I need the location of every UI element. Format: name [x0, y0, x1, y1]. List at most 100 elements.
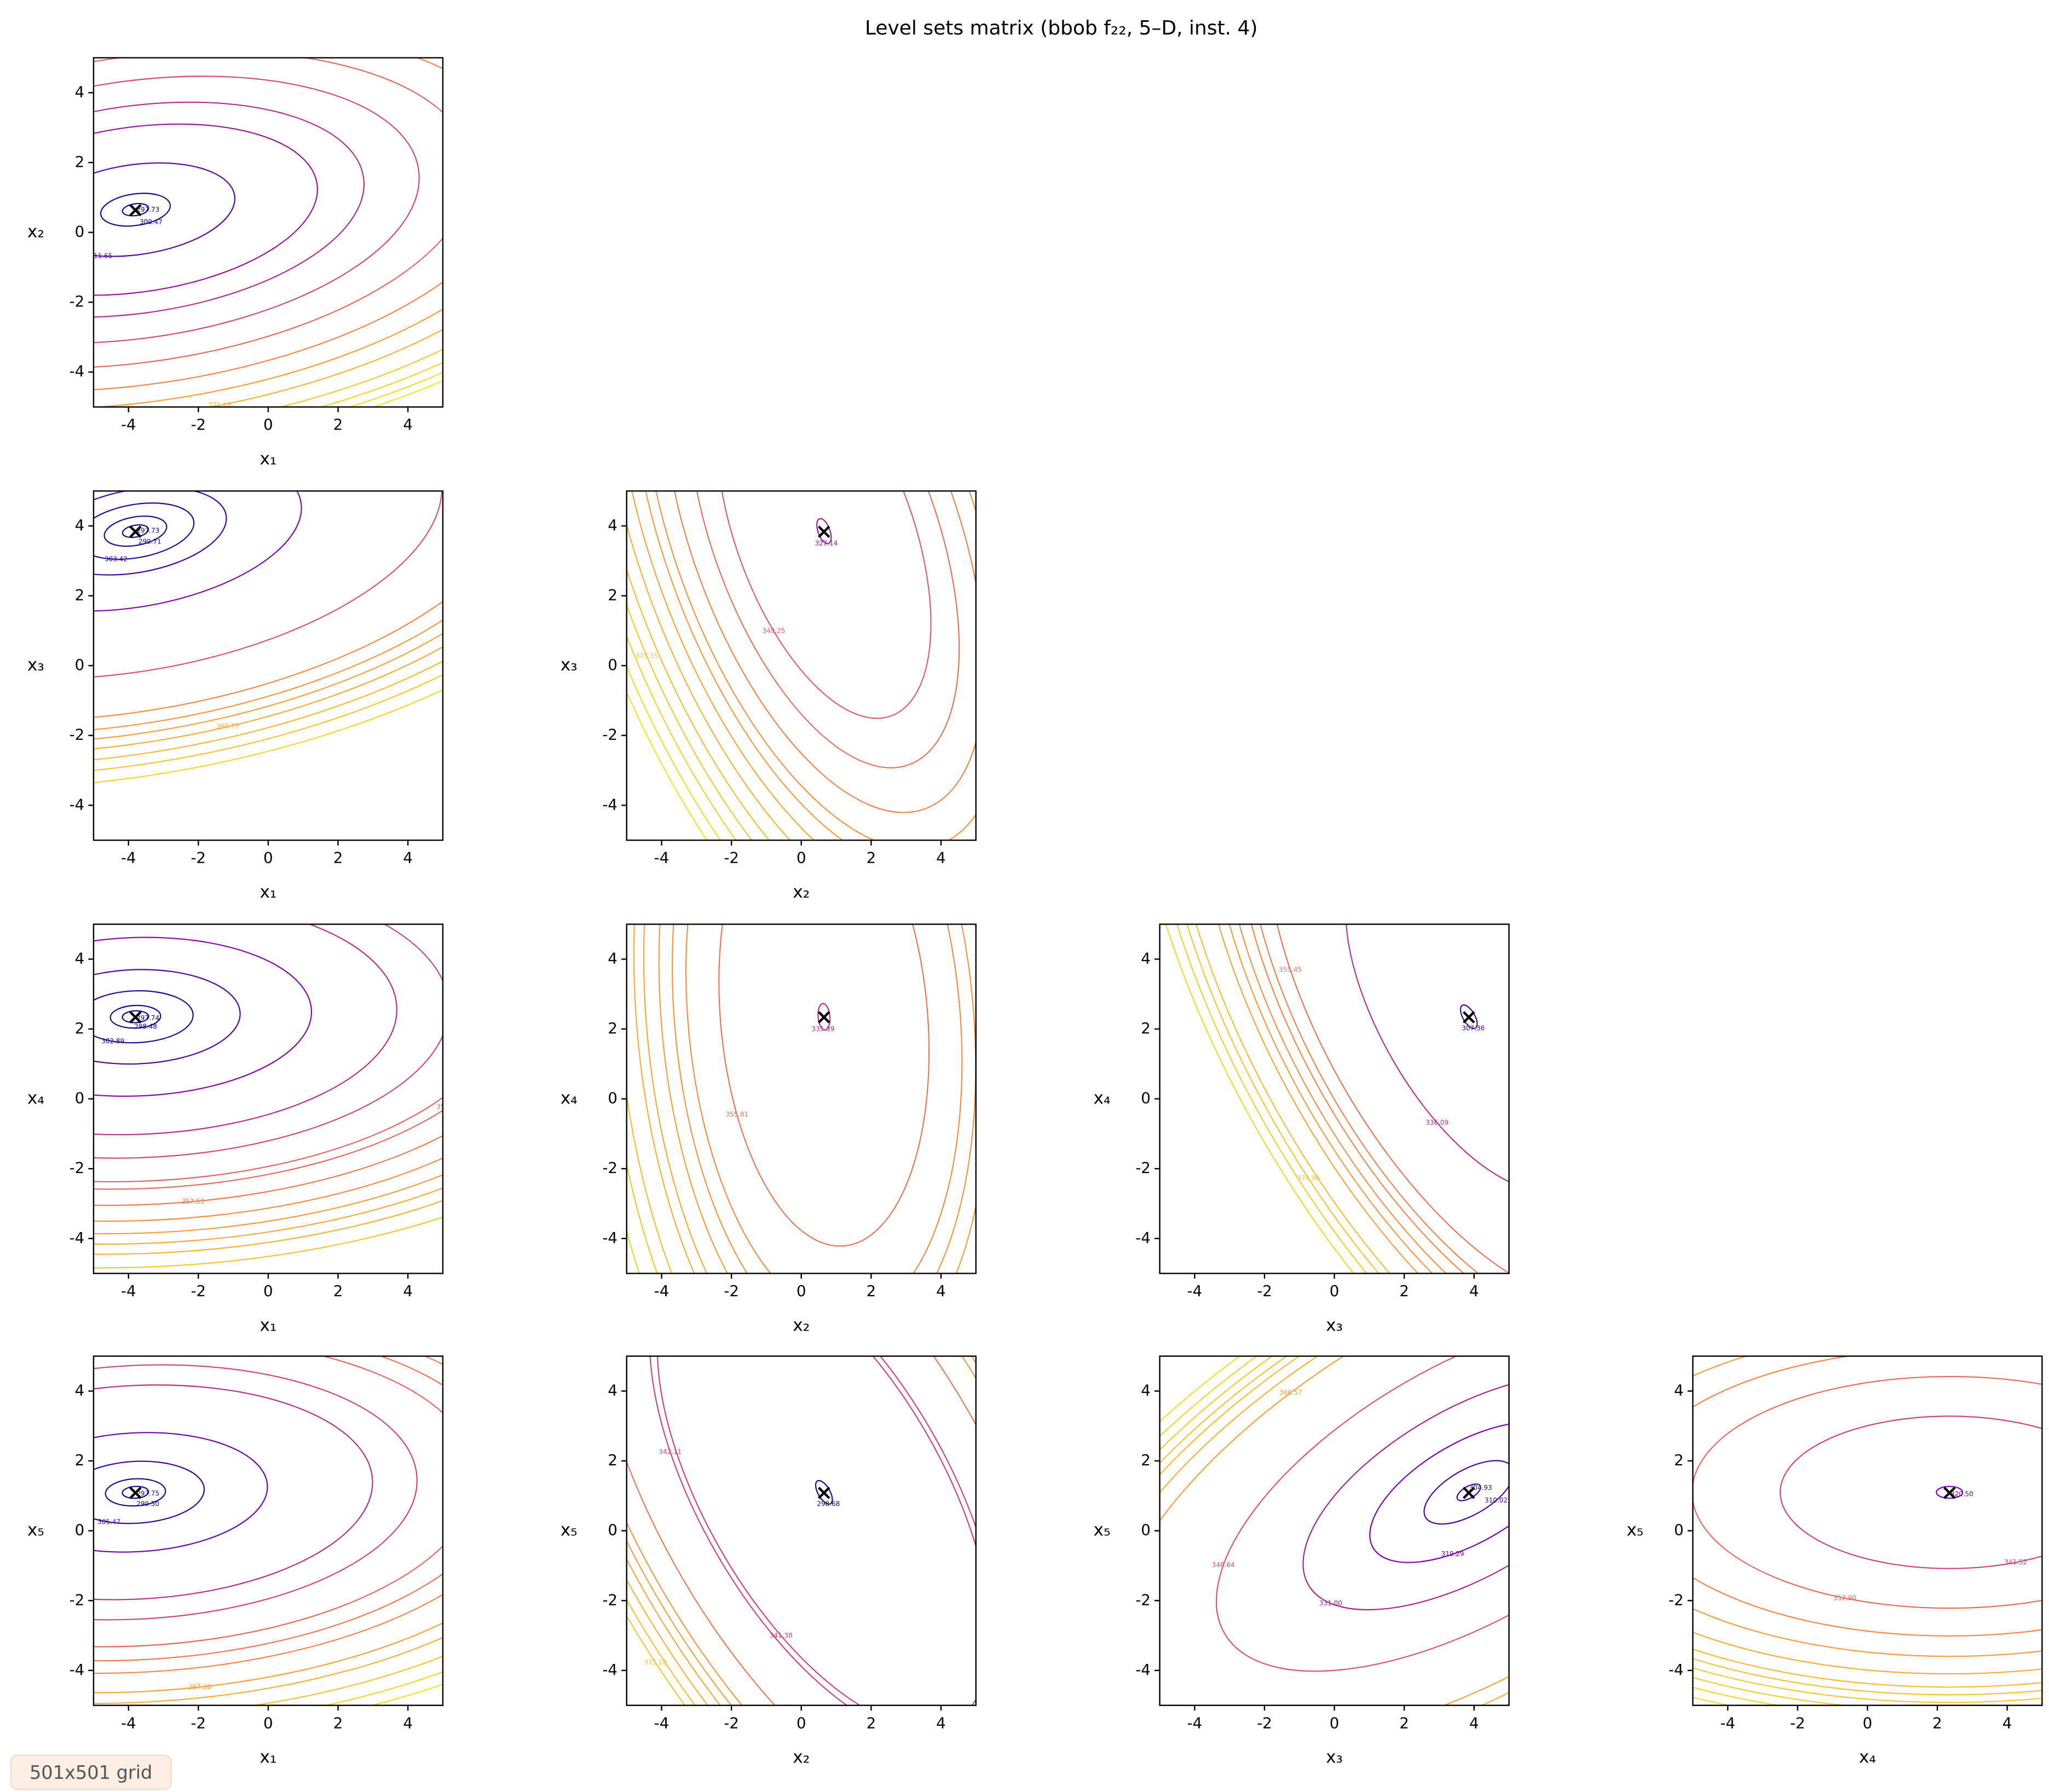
x-tick-label: -4: [1720, 1714, 1735, 1732]
contour: [626, 1356, 976, 1706]
y-tick-label: -4: [70, 1661, 84, 1679]
y-tick-label: 2: [608, 1451, 617, 1469]
y-tick-label: -2: [1135, 1159, 1151, 1177]
contour-label: 366.57: [1279, 1389, 1302, 1396]
contour-label: 376.49: [1619, 1649, 1642, 1656]
x-tick-label: -2: [724, 1282, 739, 1300]
y-tick-label: 0: [75, 1521, 85, 1539]
y-tick-label: -2: [602, 1159, 617, 1177]
contour-label: 346.64: [1212, 1561, 1235, 1569]
minimum-marker: ×: [1460, 1005, 1477, 1030]
contour: [630, 491, 976, 841]
y-tick-label: -4: [602, 1661, 617, 1679]
contour: [1266, 924, 1509, 1274]
contour: [1780, 1415, 2042, 1569]
contour: [93, 1356, 443, 1706]
y-tick-label: 0: [608, 1521, 617, 1539]
x-tick-label: -4: [654, 849, 669, 867]
x-tick-label: 4: [936, 1282, 946, 1300]
x-tick-label: -4: [121, 849, 136, 867]
contour-label: 319.29: [1441, 1550, 1464, 1558]
x-tick-label: 0: [1330, 1714, 1340, 1732]
contour-label: 299.71: [138, 538, 161, 546]
contour-label: 375.18: [644, 1658, 667, 1666]
contour-label: 381.71: [838, 103, 861, 111]
x-tick-label: -4: [121, 1282, 136, 1300]
x-axis-label: x₁: [259, 449, 276, 469]
y-tick-label: -2: [1135, 1591, 1151, 1609]
x-tick-label: 4: [403, 1714, 413, 1732]
contour: [93, 924, 443, 1255]
y-tick-label: 2: [1674, 1451, 1684, 1469]
contour: [93, 1356, 443, 1706]
x-tick-label: 4: [403, 1282, 413, 1300]
contour: [1167, 924, 1509, 1274]
contour-label: 368.54: [1084, 1610, 1107, 1618]
x-tick-label: 4: [403, 849, 413, 867]
contour-label: 373.29: [1827, 1230, 1850, 1238]
panel: 327.14 349.25 354.80 359.72 363.60 365.34 367.…: [626, 103, 976, 911]
x-tick-label: 4: [1469, 1714, 1479, 1732]
contour-label: 310.02: [1485, 1496, 1508, 1504]
x-axis-label: x₃: [1326, 1316, 1343, 1336]
contour-label: 370.16: [990, 1218, 1013, 1226]
contour-label: 297.73: [136, 527, 159, 535]
contour: [93, 491, 443, 789]
contour-label: 366.45: [482, 269, 505, 277]
contour: [1245, 924, 1509, 1274]
minimum-marker: ×: [815, 1480, 833, 1505]
contour-label: 373.29: [825, 904, 848, 911]
x-tick-label: 0: [796, 1714, 806, 1732]
minimum-marker: ×: [126, 1480, 144, 1505]
contour: [93, 57, 443, 369]
contour-label: 365.30: [1701, 1123, 1724, 1130]
contour: [93, 924, 443, 1183]
contour: [1159, 924, 1509, 1274]
y-tick-label: 2: [75, 586, 85, 604]
contour: [93, 1356, 443, 1704]
contour: [658, 924, 976, 1274]
minimum-marker: ×: [126, 519, 144, 544]
minimum-marker: ×: [1460, 1480, 1477, 1505]
contour: [718, 924, 930, 1247]
contour: [626, 491, 976, 841]
contour-label: 375.18: [719, 1413, 742, 1421]
contour-label: 327.14: [815, 539, 838, 547]
minimum-marker: ×: [126, 198, 144, 222]
contour: [1159, 924, 1509, 1274]
plot-frame: [1692, 1355, 2043, 1706]
contour-label: 381.59: [120, 1241, 143, 1249]
contour-label: 356.56: [487, 1437, 510, 1445]
contour-label: 352.90: [1833, 1594, 1856, 1602]
contour: [1159, 1356, 1509, 1706]
y-axis-label: x₂: [27, 222, 44, 242]
contour-label: 342.12: [45, 1370, 68, 1378]
contour: [685, 924, 963, 1274]
y-axis-label: x₄: [1094, 1089, 1111, 1108]
contour: [1693, 1356, 2042, 1657]
x-tick-label: 0: [263, 849, 273, 867]
contour: [1369, 1421, 1509, 1563]
contour-label: 381.03: [1003, 1765, 1026, 1773]
contour: [93, 1356, 443, 1648]
contour: [1693, 1375, 2042, 1609]
contour: [1159, 924, 1509, 1274]
contour: [93, 924, 397, 1136]
x-tick-label: -2: [191, 849, 206, 867]
contour: [626, 1356, 976, 1706]
y-tick-label: 0: [1141, 1089, 1151, 1107]
x-tick-label: 2: [333, 415, 343, 433]
contour-label: 297.74: [136, 1014, 159, 1022]
contour: [93, 924, 443, 1245]
contour: [93, 924, 443, 1206]
contour: [1195, 924, 1509, 1274]
contour-label: 375.55: [636, 652, 659, 660]
y-tick-label: 2: [75, 153, 85, 171]
contour: [105, 1478, 166, 1507]
y-axis-label: x₅: [561, 1521, 578, 1540]
y-tick-label: 2: [608, 586, 617, 604]
x-axis-label: x₃: [1326, 1748, 1343, 1767]
contour: [1693, 1648, 2042, 1688]
contour-label: 375.30: [532, 831, 555, 839]
contour-label: 298.48: [134, 1023, 157, 1031]
